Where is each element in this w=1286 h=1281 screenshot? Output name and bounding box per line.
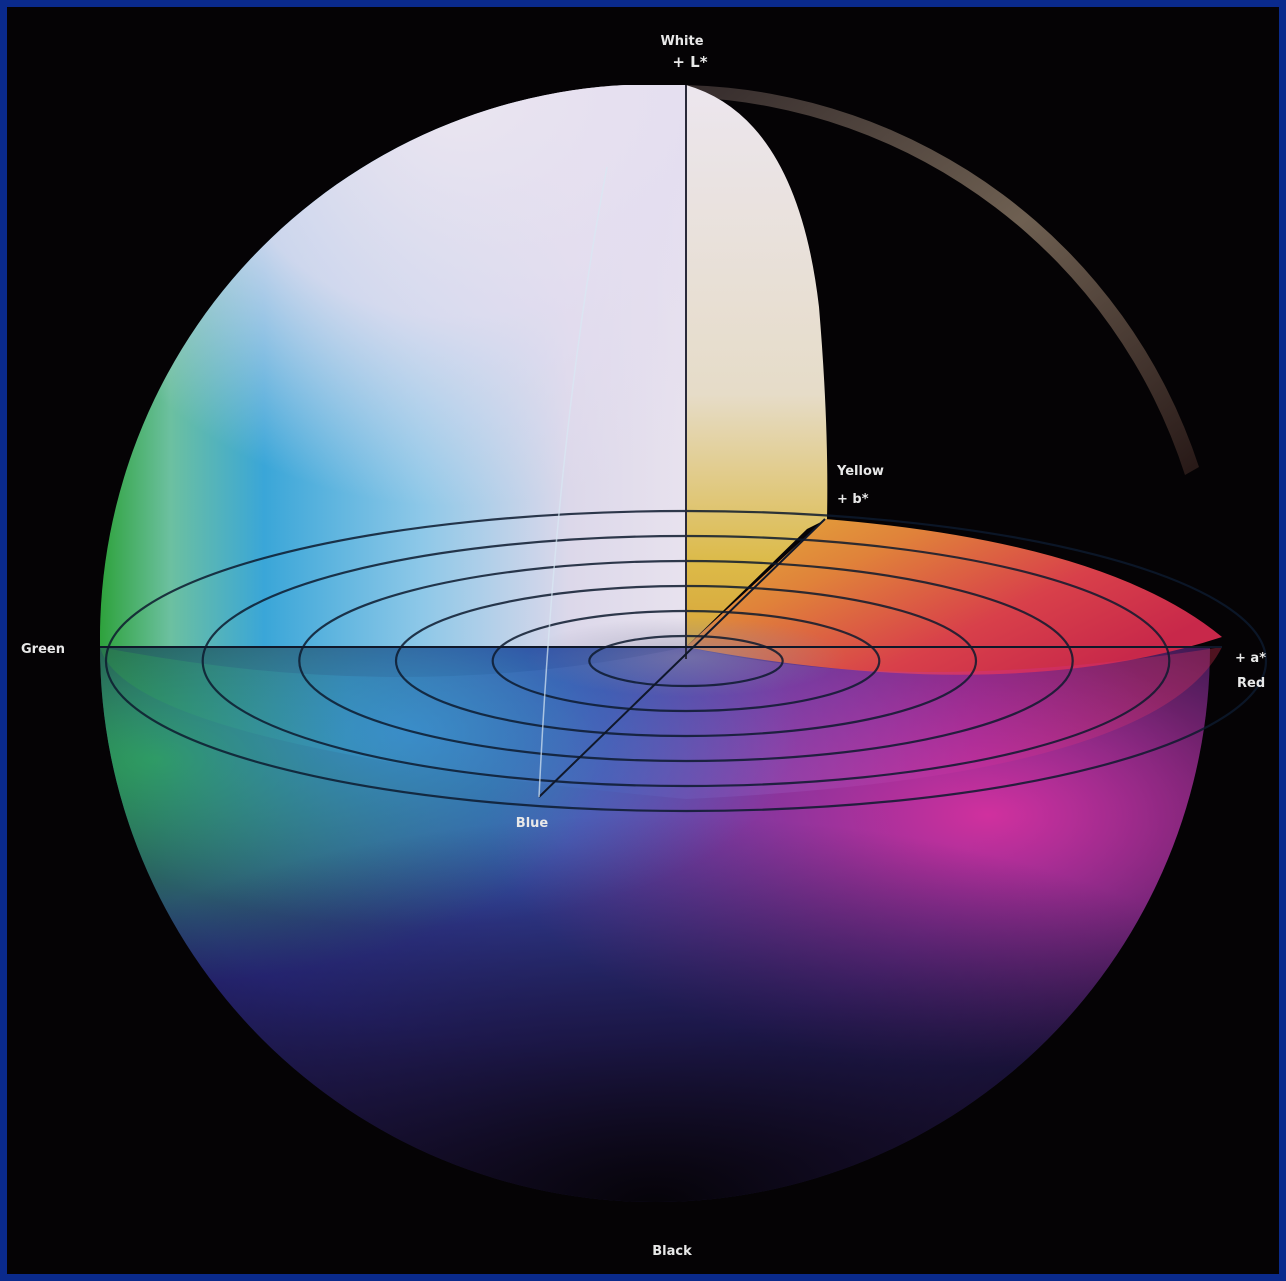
label-plus-l: + L* — [672, 53, 707, 71]
cielab-sphere: White + L* Yellow + b* Green + a* Red Bl… — [21, 34, 1268, 1259]
label-yellow: Yellow — [836, 464, 884, 479]
b-axis — [538, 518, 826, 798]
label-plus-a: + a* — [1235, 651, 1266, 666]
equatorial-disc — [100, 647, 1222, 799]
cut-wall — [686, 85, 828, 647]
label-white: White — [660, 34, 703, 49]
label-black: Black — [652, 1244, 692, 1259]
label-blue: Blue — [516, 816, 549, 831]
label-red: Red — [1237, 676, 1265, 691]
meridian-line — [538, 166, 608, 798]
label-green: Green — [21, 642, 65, 657]
label-plus-b: + b* — [837, 492, 869, 507]
cutout-back-rim — [686, 85, 1199, 475]
